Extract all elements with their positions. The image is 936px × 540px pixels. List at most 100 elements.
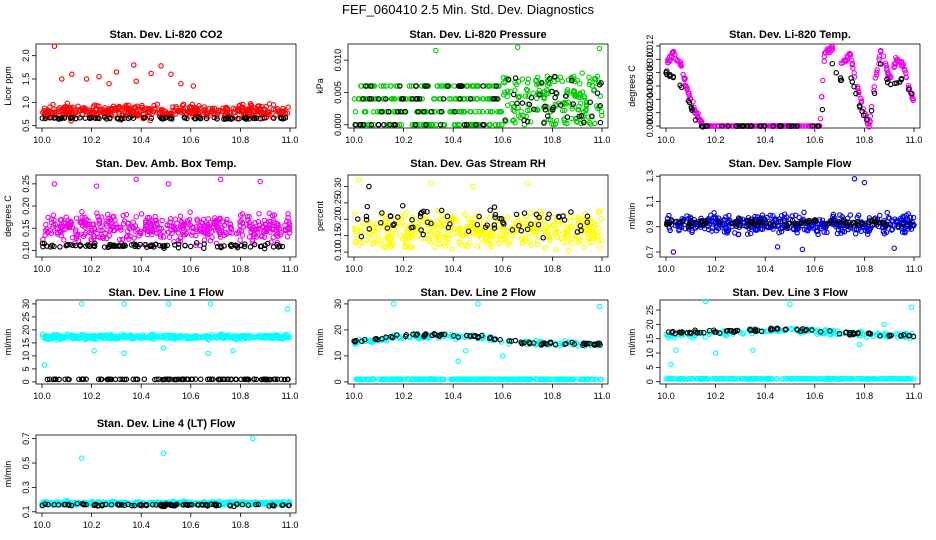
x-tick-label: 10.2 — [395, 135, 413, 145]
data-point — [96, 115, 102, 122]
data-point — [406, 83, 413, 89]
data-point — [154, 101, 161, 107]
plot-frame — [347, 174, 609, 258]
data-point — [521, 210, 528, 216]
data-point — [812, 123, 818, 129]
data-point — [274, 106, 281, 112]
data-point — [523, 113, 530, 120]
data-point — [524, 226, 531, 233]
data-point — [363, 213, 370, 220]
data-point — [424, 83, 430, 89]
data-point — [275, 244, 282, 250]
data-point — [351, 227, 358, 233]
data-point — [487, 237, 493, 243]
data-point — [482, 224, 489, 230]
data-point — [170, 104, 176, 110]
data-point — [496, 122, 502, 128]
data-point — [406, 96, 413, 102]
data-point — [892, 60, 899, 67]
data-point — [596, 303, 603, 310]
data-point — [378, 109, 385, 115]
data-point — [788, 123, 795, 129]
x-tick-label: 10.8 — [232, 391, 250, 401]
data-point — [434, 83, 441, 89]
data-point — [193, 106, 199, 112]
data-point — [533, 211, 540, 218]
data-point — [256, 225, 262, 232]
data-point — [433, 233, 440, 239]
data-point — [447, 221, 453, 227]
data-point — [360, 96, 366, 102]
data-point — [536, 80, 542, 86]
x-tick-label: 10.0 — [657, 135, 675, 145]
data-point — [553, 90, 559, 96]
data-point — [190, 83, 197, 89]
data-point — [818, 94, 825, 100]
data-point — [168, 71, 174, 78]
data-point — [516, 223, 522, 229]
data-point — [166, 115, 173, 121]
data-point — [367, 83, 374, 89]
data-point — [576, 113, 582, 120]
data-point — [493, 236, 500, 243]
data-point — [224, 114, 231, 121]
data-point — [905, 83, 912, 89]
data-point — [167, 219, 174, 225]
data-point — [61, 115, 68, 121]
data-point — [136, 232, 142, 239]
data-point — [562, 107, 568, 114]
data-point — [409, 244, 415, 250]
data-point — [139, 102, 145, 109]
data-point — [591, 235, 597, 241]
data-point — [851, 83, 857, 90]
data-point — [228, 224, 234, 231]
y-axis-label: degrees C — [3, 195, 13, 237]
data-point — [271, 219, 277, 226]
data-point — [353, 238, 359, 245]
data-point — [689, 229, 695, 236]
data-point — [504, 102, 511, 109]
data-point — [510, 117, 517, 123]
data-point — [144, 244, 150, 250]
data-point — [493, 83, 499, 89]
data-point — [165, 181, 172, 187]
data-point — [367, 231, 374, 238]
data-point — [69, 71, 75, 78]
x-tick-label: 10.8 — [544, 391, 562, 401]
data-point — [180, 223, 186, 229]
x-tick-label: 10.4 — [444, 264, 462, 274]
data-point — [287, 229, 293, 236]
data-point — [220, 105, 226, 111]
data-point — [58, 228, 64, 234]
data-point — [858, 98, 865, 104]
data-point — [837, 77, 844, 84]
data-point — [284, 233, 291, 240]
data-point — [524, 80, 531, 86]
data-point — [470, 122, 476, 128]
data-point — [181, 114, 188, 121]
data-point — [203, 115, 210, 122]
x-tick-label: 10.8 — [544, 264, 562, 274]
data-point — [83, 216, 89, 223]
data-point — [465, 228, 472, 234]
x-tick-label: 10.2 — [707, 135, 725, 145]
data-point — [266, 218, 272, 225]
data-point — [750, 347, 756, 353]
data-point — [537, 92, 543, 98]
data-point — [59, 115, 65, 121]
x-tick-label: 10.6 — [806, 391, 824, 401]
y-tick-label: 0.25 — [21, 175, 31, 193]
data-point — [565, 247, 572, 254]
data-point — [501, 92, 507, 98]
data-point — [686, 92, 692, 99]
data-point — [274, 230, 280, 236]
data-point — [222, 229, 229, 236]
data-point — [252, 219, 258, 226]
x-tick-label: 10.0 — [33, 264, 51, 274]
data-point — [165, 301, 172, 307]
data-point — [456, 238, 462, 245]
y-tick-label: 0.9 — [645, 220, 655, 233]
x-tick-label: 10.6 — [494, 391, 512, 401]
data-point — [469, 224, 475, 231]
data-point — [96, 218, 103, 224]
